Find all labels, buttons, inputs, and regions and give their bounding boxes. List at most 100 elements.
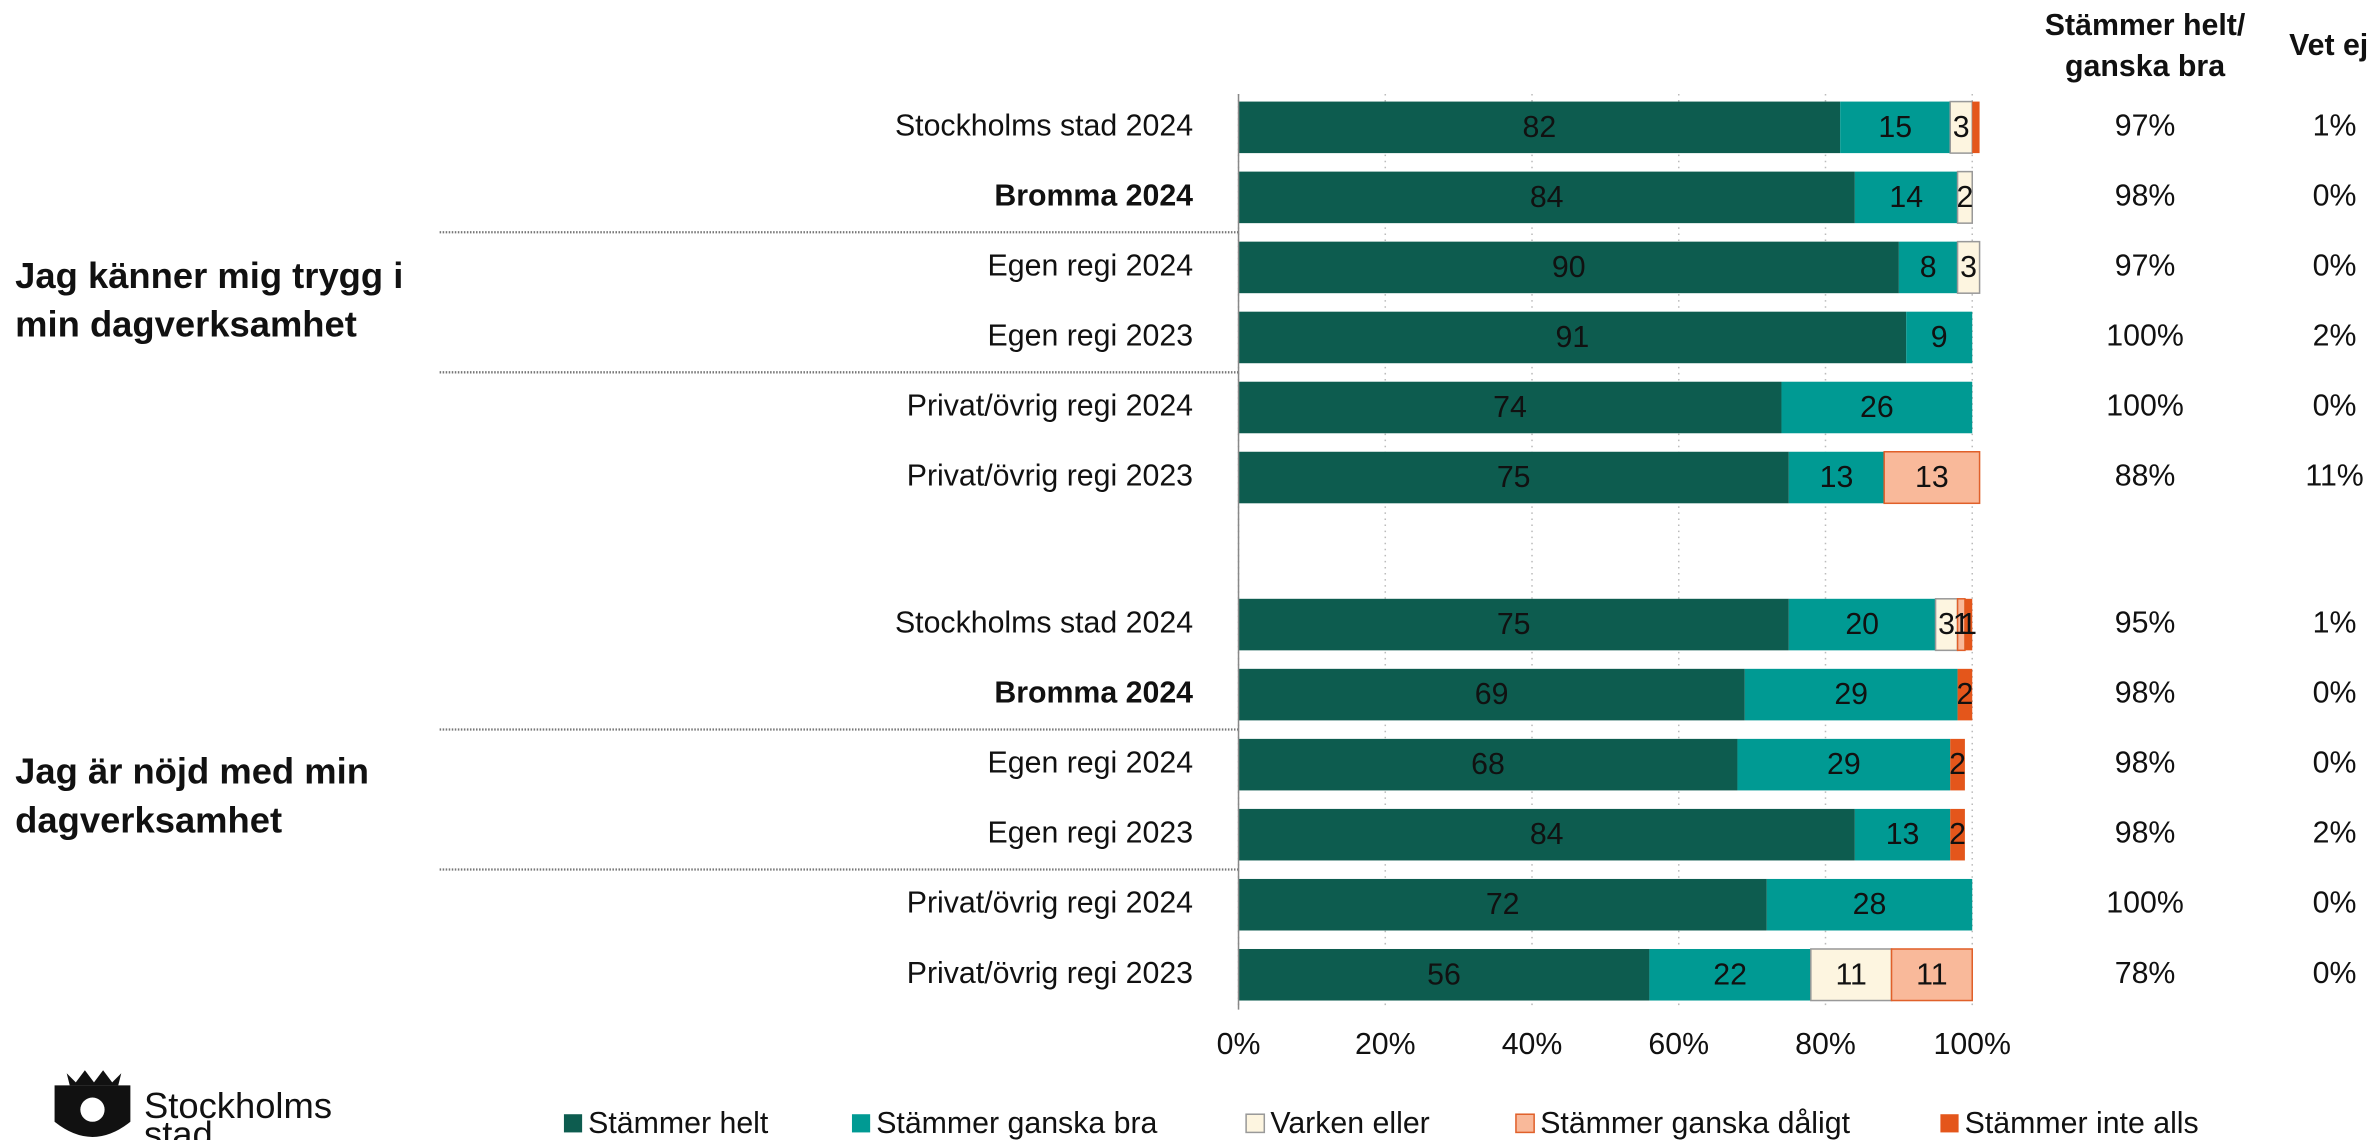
bar-segment [1788,598,1936,651]
bar-segment [1238,598,1789,651]
bar-value-label: 9 [1931,321,1948,354]
bar-segment [1238,451,1789,504]
bar-value-label: 11 [1835,958,1866,991]
x-tick-label: 80% [1795,1028,1856,1061]
bar-value-label: 3 [1960,251,1977,284]
table-cell: 0% [2313,677,2357,710]
table-cell: 1% [2313,607,2357,640]
bar-segment [1238,948,1650,1001]
bar-segment [1972,101,1980,154]
table-cell: 1% [2313,109,2357,142]
legend-label: Stämmer ganska bra [876,1107,1157,1140]
bar-segment [1956,170,1974,224]
category-label: Egen regi 2024 [988,249,1194,282]
category-label: Bromma 2024 [994,677,1193,710]
category-label: Privat/övrig regi 2024 [907,887,1193,920]
table-cell: 0% [2313,179,2357,212]
bar-value-label: 13 [1915,461,1949,494]
x-tick-label: 60% [1648,1028,1709,1061]
legend-swatch [1940,1114,1959,1133]
bar-value-label: 56 [1427,958,1461,991]
table-cell: 88% [2115,460,2176,493]
bar-segment [1238,668,1745,721]
bar-segment [1238,101,1841,154]
bar-value-label: 14 [1889,181,1923,214]
legend-swatch [1515,1113,1535,1134]
category-label: Bromma 2024 [994,179,1193,212]
bar-segment [1854,171,1958,224]
bar-segment [1950,738,1965,791]
bar-segment [1238,171,1855,224]
bar-value-label: 26 [1860,391,1894,424]
bar-segment [1238,311,1907,364]
bar-segment [1956,240,1981,294]
bar-segment [1883,450,1981,505]
table-cell: 2% [2313,319,2357,352]
legend-swatch [1245,1113,1266,1134]
bar-value-label: 2 [1956,181,1973,214]
table-cell: 100% [2106,887,2184,920]
table-cell: 97% [2115,249,2176,282]
bar-segment [1957,668,1973,721]
bar-segment [1238,381,1782,434]
bar-value-label: 84 [1530,181,1564,214]
category-label: Stockholms stad 2024 [895,607,1193,640]
table-header-box: Stämmer helt/ ganska bra [2045,9,2246,83]
bar-segment [1810,948,1893,1002]
bar-segment [1898,241,1958,294]
bar-segment [1649,948,1811,1001]
bar-value-label: 29 [1827,748,1861,781]
table-cell: 2% [2313,817,2357,850]
bar-segment [1788,451,1885,504]
table-cell: 78% [2115,957,2176,990]
table-cell: 11% [2305,460,2363,493]
table-cell: 95% [2115,607,2176,640]
bar-segment [1781,381,1973,434]
bar-value-label: 2 [1949,818,1966,851]
logo-crest [54,1070,131,1137]
logo-text: stad [144,1114,213,1140]
bar-value-label: 91 [1556,321,1590,354]
x-tick-label: 0% [1217,1028,1261,1061]
bar-value-label: 75 [1497,608,1531,641]
bar-value-label: 90 [1552,251,1586,284]
bar-segment [1238,878,1767,931]
bar-segment [1737,738,1951,791]
bar-value-label: 8 [1920,251,1937,284]
table-cell: 98% [2115,817,2176,850]
logo-text: Stockholms [144,1085,332,1126]
table-cell: 97% [2115,109,2176,142]
bar-value-label: 75 [1497,461,1531,494]
x-tick-label: 40% [1502,1028,1563,1061]
legend-swatch [851,1114,871,1133]
table-cell: 100% [2106,319,2184,352]
bar-segment [1840,101,1951,154]
bar-value-label: 15 [1878,111,1912,144]
bar-value-label: 3 [1953,111,1970,144]
bar-value-label: 22 [1713,958,1747,991]
table-cell: 0% [2313,887,2357,920]
bar-segment [1744,668,1958,721]
category-label: Stockholms stad 2024 [895,109,1193,142]
bar-value-label: 82 [1522,111,1556,144]
table-cell: 98% [2115,747,2176,780]
bar-value-label: 20 [1845,608,1879,641]
bar-segment [1906,311,1973,364]
bar-segment [1890,948,1974,1002]
bar-segment [1238,808,1855,861]
category-label: Privat/övrig regi 2023 [907,957,1193,990]
group-label-box: Jag känner mig trygg i min dagverksamhet [15,256,403,345]
category-label: Egen regi 2023 [988,319,1194,352]
bar-value-label: 13 [1820,461,1854,494]
bar-value-label: 69 [1475,678,1509,711]
bar-segment [1854,808,1951,861]
bar-segment [1238,738,1738,791]
legend-swatch [563,1114,583,1133]
table-cell: 98% [2115,179,2176,212]
table-cell: 0% [2313,747,2357,780]
bar-value-label: 1 [1960,608,1977,641]
bar-value-label: 2 [1949,748,1966,781]
bar-value-label: 13 [1886,818,1920,851]
legend-label: Stämmer ganska dåligt [1540,1107,1850,1140]
